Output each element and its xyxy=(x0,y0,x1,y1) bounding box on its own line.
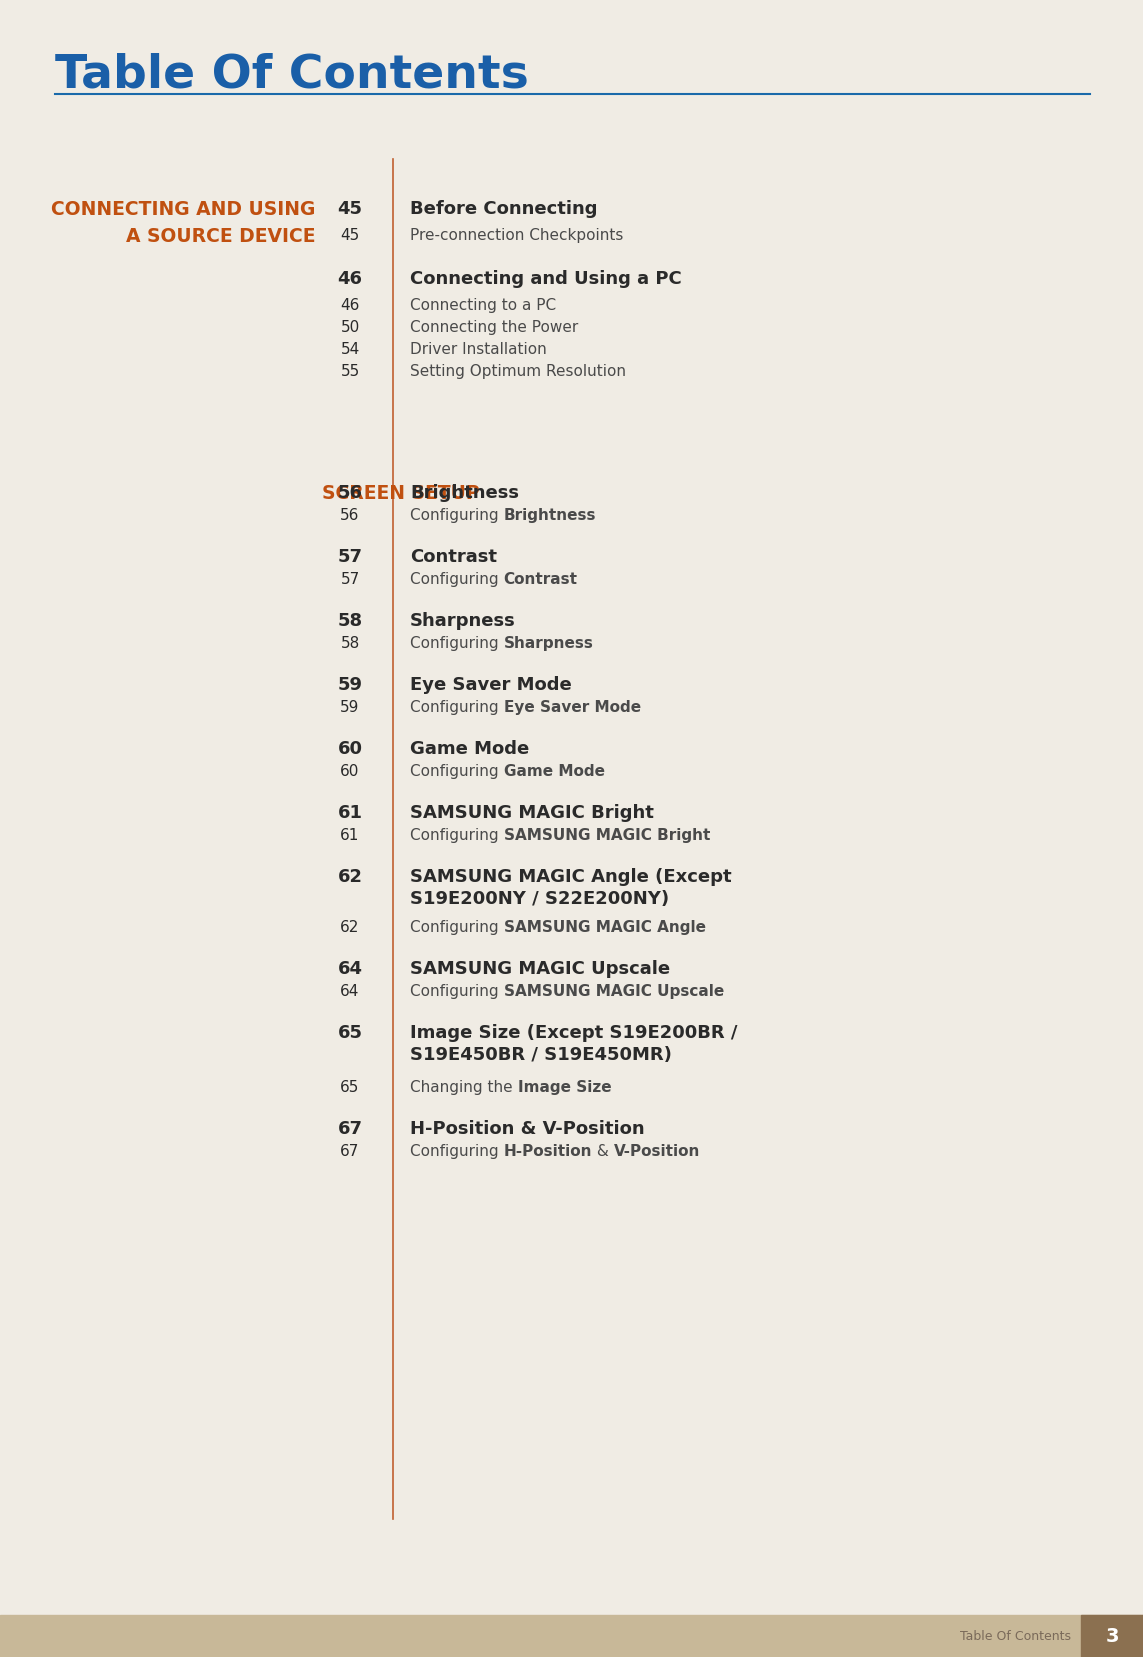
Text: SAMSUNG MAGIC Angle: SAMSUNG MAGIC Angle xyxy=(504,920,705,935)
Text: 45: 45 xyxy=(337,200,362,217)
Text: Game Mode: Game Mode xyxy=(410,739,529,757)
Text: Before Connecting: Before Connecting xyxy=(410,200,598,217)
Text: Image Size (Except S19E200BR /
S19E450BR / S19E450MR): Image Size (Except S19E200BR / S19E450BR… xyxy=(410,1024,737,1064)
Text: 60: 60 xyxy=(337,739,362,757)
Text: Table Of Contents: Table Of Contents xyxy=(55,51,529,98)
Text: Brightness: Brightness xyxy=(504,507,596,522)
Text: Connecting to a PC: Connecting to a PC xyxy=(410,298,557,313)
Bar xyxy=(1081,1616,1143,1657)
Text: H-Position: H-Position xyxy=(504,1143,592,1158)
Text: 58: 58 xyxy=(341,636,360,651)
Text: 59: 59 xyxy=(341,699,360,714)
Text: 62: 62 xyxy=(341,920,360,935)
Text: Brightness: Brightness xyxy=(410,484,519,502)
Text: Contrast: Contrast xyxy=(504,572,577,587)
Text: 64: 64 xyxy=(341,983,360,999)
Text: Connecting and Using a PC: Connecting and Using a PC xyxy=(410,270,681,288)
Text: 45: 45 xyxy=(341,229,360,244)
Text: Configuring: Configuring xyxy=(410,1143,504,1158)
Text: Setting Optimum Resolution: Setting Optimum Resolution xyxy=(410,365,626,379)
Text: Configuring: Configuring xyxy=(410,507,504,522)
Text: 62: 62 xyxy=(337,868,362,885)
Text: Configuring: Configuring xyxy=(410,636,504,651)
Text: SAMSUNG MAGIC Angle (Except
S19E200NY / S22E200NY): SAMSUNG MAGIC Angle (Except S19E200NY / … xyxy=(410,868,732,908)
Text: Configuring: Configuring xyxy=(410,764,504,779)
Text: 46: 46 xyxy=(337,270,362,288)
Text: 58: 58 xyxy=(337,611,362,630)
Text: 57: 57 xyxy=(341,572,360,587)
Text: Image Size: Image Size xyxy=(518,1079,612,1094)
Text: Connecting the Power: Connecting the Power xyxy=(410,320,578,335)
Text: Driver Installation: Driver Installation xyxy=(410,341,546,356)
Text: Table Of Contents: Table Of Contents xyxy=(960,1629,1071,1642)
Text: Configuring: Configuring xyxy=(410,983,504,999)
Text: 56: 56 xyxy=(341,507,360,522)
Text: Contrast: Contrast xyxy=(410,548,497,565)
Text: Sharpness: Sharpness xyxy=(410,611,515,630)
Text: Pre-connection Checkpoints: Pre-connection Checkpoints xyxy=(410,229,623,244)
Text: 64: 64 xyxy=(337,959,362,978)
Text: 60: 60 xyxy=(341,764,360,779)
Text: V-Position: V-Position xyxy=(614,1143,701,1158)
Text: Game Mode: Game Mode xyxy=(504,764,605,779)
Text: SCREEN SETUP: SCREEN SETUP xyxy=(322,484,480,502)
Text: CONNECTING AND USING
A SOURCE DEVICE: CONNECTING AND USING A SOURCE DEVICE xyxy=(50,200,315,245)
Text: 65: 65 xyxy=(337,1024,362,1041)
Text: Sharpness: Sharpness xyxy=(504,636,593,651)
Text: Configuring: Configuring xyxy=(410,827,504,842)
Text: SAMSUNG MAGIC Bright: SAMSUNG MAGIC Bright xyxy=(504,827,710,842)
Text: Changing the: Changing the xyxy=(410,1079,518,1094)
Text: 61: 61 xyxy=(337,804,362,822)
Text: Eye Saver Mode: Eye Saver Mode xyxy=(504,699,640,714)
Text: 54: 54 xyxy=(341,341,360,356)
Text: 3: 3 xyxy=(1105,1627,1119,1645)
Text: Configuring: Configuring xyxy=(410,572,504,587)
Text: 46: 46 xyxy=(341,298,360,313)
Bar xyxy=(0,1616,1143,1657)
Text: Eye Saver Mode: Eye Saver Mode xyxy=(410,676,572,694)
Text: 57: 57 xyxy=(337,548,362,565)
Text: SAMSUNG MAGIC Upscale: SAMSUNG MAGIC Upscale xyxy=(410,959,670,978)
Text: Configuring: Configuring xyxy=(410,920,504,935)
Text: 67: 67 xyxy=(337,1120,362,1137)
Text: 65: 65 xyxy=(341,1079,360,1094)
Text: 59: 59 xyxy=(337,676,362,694)
Text: SAMSUNG MAGIC Bright: SAMSUNG MAGIC Bright xyxy=(410,804,654,822)
Text: &: & xyxy=(592,1143,614,1158)
Text: 61: 61 xyxy=(341,827,360,842)
Text: Configuring: Configuring xyxy=(410,699,504,714)
Text: SAMSUNG MAGIC Upscale: SAMSUNG MAGIC Upscale xyxy=(504,983,724,999)
Text: 56: 56 xyxy=(337,484,362,502)
Text: 55: 55 xyxy=(341,365,360,379)
Text: 50: 50 xyxy=(341,320,360,335)
Text: 67: 67 xyxy=(341,1143,360,1158)
Text: H-Position & V-Position: H-Position & V-Position xyxy=(410,1120,645,1137)
